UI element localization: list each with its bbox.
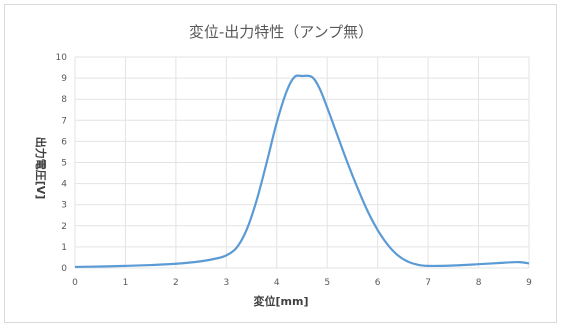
x-tick-label: 0	[72, 278, 78, 288]
y-tick-label: 10	[56, 53, 68, 63]
y-tick-labels: 0 1 2 3 4 5 6 7 8 9 10	[56, 53, 68, 274]
y-tick-label: 8	[61, 95, 67, 105]
y-tick-label: 3	[61, 201, 67, 211]
y-axis-label: 出力電圧[V]	[34, 137, 48, 200]
x-tick-label: 4	[274, 278, 280, 288]
y-tick-label: 5	[61, 159, 67, 169]
y-tick-label: 0	[61, 264, 67, 274]
x-tick-label: 8	[476, 278, 482, 288]
y-tick-label: 4	[61, 180, 67, 190]
x-tick-label: 3	[223, 278, 229, 288]
x-tick-label: 5	[324, 278, 330, 288]
x-tick-label: 2	[173, 278, 179, 288]
grid	[74, 56, 530, 269]
y-tick-label: 1	[61, 243, 67, 253]
x-tick-label: 1	[123, 278, 129, 288]
x-tick-labels: 0 1 2 3 4 5 6 7 8 9	[72, 278, 532, 288]
chart-title: 変位-出力特性（アンプ無）	[189, 23, 373, 41]
series-layer	[74, 74, 530, 269]
x-tick-label: 9	[526, 278, 532, 288]
series-line	[74, 74, 530, 269]
y-tick-label: 6	[61, 137, 67, 147]
y-tick-label: 9	[61, 74, 67, 84]
y-tick-label: 7	[61, 116, 67, 126]
y-tick-label: 2	[61, 222, 67, 232]
x-tick-label: 7	[425, 278, 431, 288]
x-tick-label: 6	[375, 278, 381, 288]
x-axis-label: 変位[mm]	[254, 294, 309, 308]
